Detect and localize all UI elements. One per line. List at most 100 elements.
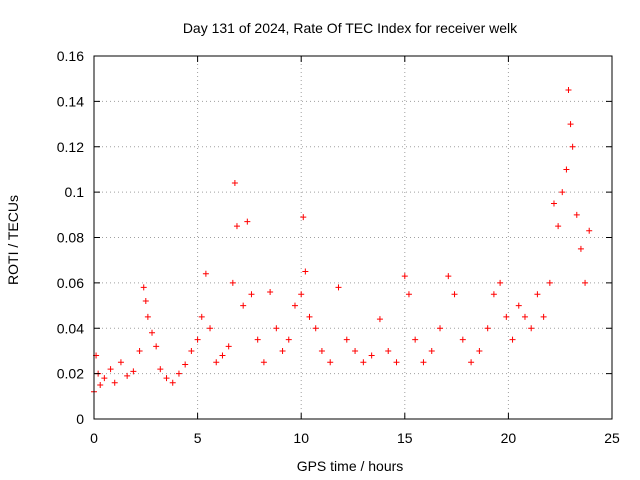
data-point [233, 223, 240, 230]
data-point [405, 291, 412, 298]
data-point [582, 279, 589, 286]
y-tick-label: 0.04 [57, 320, 84, 336]
data-point [476, 347, 483, 354]
data-point [577, 245, 584, 252]
data-point [497, 279, 504, 286]
x-tick-label: 25 [604, 430, 620, 446]
data-point [254, 336, 261, 343]
data-point [194, 336, 201, 343]
data-point [559, 189, 566, 196]
data-point [306, 313, 313, 320]
data-point [111, 379, 118, 386]
y-tick-label: 0.06 [57, 275, 84, 291]
data-point [540, 313, 547, 320]
data-point [107, 366, 114, 373]
grid-lines [94, 56, 612, 419]
data-point [130, 368, 137, 375]
data-point [586, 227, 593, 234]
x-axis-label: GPS time / hours [297, 458, 404, 474]
data-point [484, 325, 491, 332]
data-point [229, 279, 236, 286]
data-point [385, 347, 392, 354]
data-point [468, 359, 475, 366]
data-point [565, 87, 572, 94]
data-point [376, 316, 383, 323]
data-point [550, 200, 557, 207]
data-point [231, 180, 238, 187]
data-point [198, 313, 205, 320]
data-point [175, 370, 182, 377]
data-point [327, 359, 334, 366]
data-point [573, 211, 580, 218]
axis-ticks: 0 5 10 15 20 25 0 0.02 0.04 0.06 0.08 0.1 0.12 0.14 0.… [57, 48, 620, 446]
x-tick-label: 15 [397, 430, 413, 446]
x-tick-label: 5 [194, 430, 202, 446]
data-point [528, 325, 535, 332]
data-point [202, 270, 209, 277]
data-point [101, 375, 108, 382]
data-point [352, 347, 359, 354]
data-point [393, 359, 400, 366]
data-point [401, 273, 408, 280]
data-point [153, 343, 160, 350]
data-point [521, 313, 528, 320]
data-point [318, 347, 325, 354]
data-point [244, 218, 251, 225]
y-tick-label: 0.14 [57, 93, 84, 109]
data-point [298, 291, 305, 298]
data-point [267, 288, 274, 295]
x-tick-label: 0 [90, 430, 98, 446]
data-points [91, 87, 593, 395]
data-point [225, 343, 232, 350]
data-point [437, 325, 444, 332]
data-point [546, 279, 553, 286]
y-tick-label: 0.16 [57, 48, 84, 64]
data-point [279, 347, 286, 354]
data-point [260, 359, 267, 366]
data-point [117, 359, 124, 366]
data-point [459, 336, 466, 343]
data-point [451, 291, 458, 298]
data-point [219, 352, 226, 359]
data-point [240, 302, 247, 309]
y-tick-label: 0 [76, 411, 84, 427]
y-tick-label: 0.12 [57, 139, 84, 155]
data-point [509, 336, 516, 343]
data-point [273, 325, 280, 332]
data-point [563, 166, 570, 173]
y-axis-label: ROTI / TECUs [5, 195, 21, 285]
data-point [213, 359, 220, 366]
data-point [302, 268, 309, 275]
data-point [182, 361, 189, 368]
data-point [157, 366, 164, 373]
data-point [97, 381, 104, 388]
data-point [555, 223, 562, 230]
data-point [291, 302, 298, 309]
data-point [412, 336, 419, 343]
data-point [169, 379, 176, 386]
data-point [503, 313, 510, 320]
data-point [445, 273, 452, 280]
data-point [188, 347, 195, 354]
data-point [420, 359, 427, 366]
data-point [534, 291, 541, 298]
data-point [136, 347, 143, 354]
data-point [142, 298, 149, 305]
data-point [300, 214, 307, 221]
y-tick-label: 0.02 [57, 366, 84, 382]
data-point [163, 375, 170, 382]
data-point [124, 372, 131, 379]
data-point [248, 291, 255, 298]
data-point [515, 302, 522, 309]
data-point [490, 291, 497, 298]
x-tick-label: 10 [293, 430, 309, 446]
data-point [140, 284, 147, 291]
data-point [343, 336, 350, 343]
data-point [149, 329, 156, 336]
data-point [144, 313, 151, 320]
data-point [368, 352, 375, 359]
y-tick-label: 0.1 [65, 184, 85, 200]
chart-title: Day 131 of 2024, Rate Of TEC Index for r… [183, 20, 518, 36]
data-point [569, 143, 576, 150]
